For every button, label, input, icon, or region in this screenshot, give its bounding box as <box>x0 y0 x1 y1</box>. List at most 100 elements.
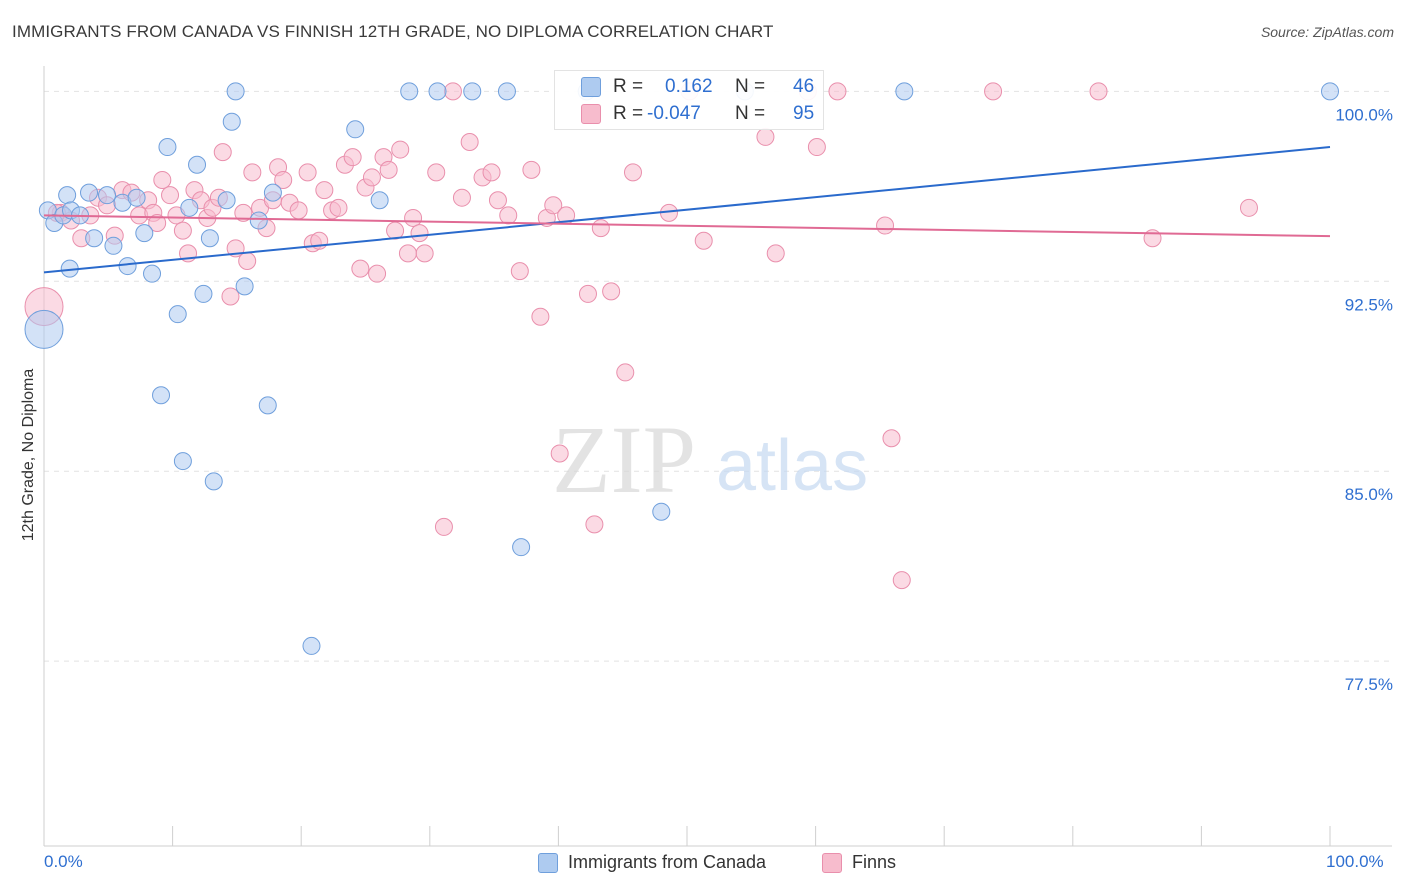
canada-point <box>118 257 137 276</box>
finns-point <box>213 143 232 162</box>
finns-point <box>274 170 293 189</box>
finns-point <box>522 160 541 179</box>
finns-point <box>343 148 362 167</box>
canada-point <box>226 82 245 101</box>
bottom-legend-swatch-canada <box>538 853 558 873</box>
legend-swatch-finns <box>581 104 601 124</box>
canada-point <box>302 636 321 655</box>
bottom-legend-label-finns: Finns <box>852 852 897 872</box>
finns-point <box>623 163 642 182</box>
finns-point <box>410 224 429 243</box>
canada-point <box>80 183 99 202</box>
legend-swatch-canada <box>581 77 601 97</box>
x-tick-label-max: 100.0% <box>1326 852 1384 871</box>
canada-point <box>188 155 207 174</box>
finns-point <box>404 208 423 227</box>
correlation-legend: R = 0.162 N = 46 R = -0.047 N = 95 <box>554 70 824 130</box>
finns-point <box>379 160 398 179</box>
finns-point <box>488 191 507 210</box>
canada-point <box>235 277 254 296</box>
legend-n-value: 95 <box>793 103 815 124</box>
canada-point <box>463 82 482 101</box>
finns-point <box>238 252 257 270</box>
finns-point <box>315 181 334 200</box>
canada-point <box>400 82 419 101</box>
finns-point <box>585 515 604 534</box>
y-tick-label: 92.5% <box>1345 295 1393 314</box>
trend-lines <box>43 146 1331 274</box>
canada-point <box>346 120 365 139</box>
finns-points <box>24 82 1258 590</box>
canada-point <box>370 191 389 210</box>
y-axis-label: 12th Grade, No Diploma <box>20 368 37 542</box>
canada-point <box>180 198 199 217</box>
finns-point <box>984 82 1003 101</box>
y-tick-label: 77.5% <box>1345 675 1393 694</box>
finns-point <box>482 163 501 182</box>
bottom-legend-swatch-finns <box>822 853 842 873</box>
finns-point <box>544 196 563 215</box>
canada-point <box>200 229 219 248</box>
legend-r-label: R = <box>613 76 644 97</box>
y-tick-label: 85.0% <box>1345 485 1393 504</box>
finns-point <box>398 244 417 263</box>
finns-point <box>443 82 462 101</box>
finns-point <box>460 132 479 151</box>
canada-point <box>204 472 223 491</box>
canada-point <box>58 186 77 205</box>
gridlines <box>44 90 1392 662</box>
canada-point <box>497 82 516 101</box>
finns-point <box>386 221 405 240</box>
finns-point <box>510 262 529 281</box>
finns-point <box>391 140 410 159</box>
legend-n-value: 46 <box>793 76 815 97</box>
finns-point <box>434 517 453 536</box>
canada-point <box>168 305 187 324</box>
canada-point <box>158 138 177 157</box>
finns-point <box>221 287 240 306</box>
source-credit: Source: ZipAtlas.com <box>1260 24 1394 40</box>
axes <box>43 66 1392 847</box>
canada-point <box>222 112 241 131</box>
finns-point <box>243 163 262 182</box>
finns-point <box>591 219 610 238</box>
finns-point <box>329 198 348 217</box>
canada-point <box>512 538 531 557</box>
finns-point <box>351 259 370 278</box>
canada-point <box>258 396 277 415</box>
y-tick-label: 100.0% <box>1335 105 1393 124</box>
canada-point <box>652 502 671 521</box>
x-tick-label-min: 0.0% <box>44 852 83 871</box>
finns-point <box>161 186 180 205</box>
legend-r-value: -0.047 <box>647 103 701 124</box>
finns-point <box>298 163 317 182</box>
legend-r-value: 0.162 <box>665 76 713 97</box>
canada-point <box>143 264 162 283</box>
canada-point <box>104 236 123 255</box>
finns-point <box>892 571 911 590</box>
canada-point <box>263 183 282 202</box>
finns-point <box>694 231 713 250</box>
finns-point <box>153 170 172 189</box>
finns-point <box>452 188 471 207</box>
finns-point <box>173 221 192 240</box>
canada-point <box>194 284 213 303</box>
finns-point <box>289 201 308 220</box>
chart-title: IMMIGRANTS FROM CANADA VS FINNISH 12TH G… <box>12 22 774 41</box>
canada-point <box>85 229 104 248</box>
canada-point <box>24 309 64 349</box>
canada-points <box>24 82 1339 655</box>
finns-point <box>882 429 901 448</box>
canada-point <box>98 186 117 205</box>
zipatlas-watermark: ZIP atlas <box>552 406 868 513</box>
canada-point <box>135 224 154 243</box>
finns-point <box>148 214 167 233</box>
y-tick-labels: 77.5% 85.0% 92.5% 100.0% <box>1335 105 1393 694</box>
finns-point <box>766 244 785 263</box>
finns-point <box>1239 198 1258 217</box>
canada-point <box>127 188 146 207</box>
finns-point <box>756 127 775 146</box>
bottom-legend-label-canada: Immigrants from Canada <box>568 852 767 872</box>
finns-point <box>876 216 895 235</box>
